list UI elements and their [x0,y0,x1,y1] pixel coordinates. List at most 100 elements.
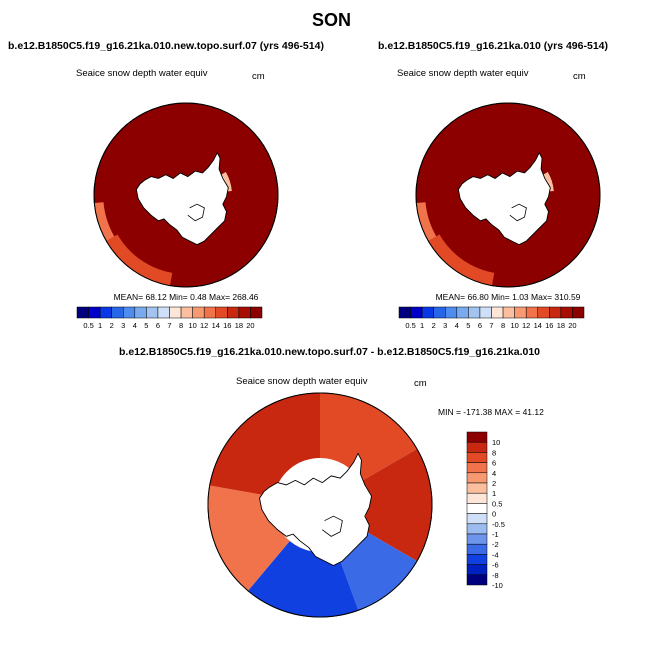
left-colorbar-box-3 [111,306,124,319]
difference-map-sector-2 [336,528,417,611]
right-colorbar-box-8 [491,306,504,319]
difference-colorbar-box-1 [466,441,488,453]
difference-variable-label: Seaice snow depth water equiv [236,376,368,387]
difference-colorbar-box-6 [466,492,488,504]
difference-map-rim [207,392,433,618]
difference-colorbar-box-12 [466,554,488,565]
difference-colorbar-tick-label-11: -4 [492,550,499,559]
right-units-label: cm [573,71,586,82]
left-colorbar-box-0 [76,306,89,319]
difference-colorbar-box-11 [466,543,488,555]
right-colorbar-box-12 [537,306,550,319]
right-colorbar-box-6 [468,306,481,319]
right-colorbar-box-9 [502,306,515,319]
right-colorbar-box-7 [479,306,492,319]
left-colorbar-box-5 [134,306,147,319]
difference-colorbar-tick-label-4: 2 [492,479,496,488]
left-colorbar-tick-label-12: 16 [223,321,231,330]
right-colorbar-tick-label-3: 3 [443,321,447,330]
right-colorbar-tick-label-7: 7 [489,321,493,330]
left-colorbar-tick-label-10: 12 [200,321,208,330]
difference-colorbar-tick-label-13: -8 [492,571,499,580]
left-variable-label: Seaice snow depth water equiv [76,68,208,79]
right-colorbar-tick-label-13: 18 [557,321,565,330]
difference-colorbar-box-10 [466,533,488,545]
difference-title: b.e12.B1850C5.f19_g16.21ka.010.new.topo.… [119,346,541,358]
difference-colorbar-tick-label-5: 1 [492,489,496,498]
difference-map [207,392,433,618]
left-colorbar-box-4 [123,306,136,319]
left-stats: MEAN= 68.12 Min= 0.48 Max= 268.46 [114,292,259,302]
difference-map-sector-0 [320,393,417,482]
left-colorbar-box-13 [227,306,240,319]
right-colorbar-box-2 [421,306,434,319]
left-map-ice-shelf [187,203,205,222]
right-colorbar-tick-label-6: 6 [478,321,482,330]
left-colorbar-box-8 [169,306,182,319]
left-map [93,102,279,288]
left-colorbar-tick-label-2: 2 [110,321,114,330]
left-map-sector-0 [106,234,173,286]
left-colorbar-tick-label-5: 5 [144,321,148,330]
left-colorbar-tick-label-14: 20 [246,321,254,330]
left-colorbar-tick-label-9: 10 [188,321,196,330]
left-colorbar-box-15 [250,306,263,319]
left-colorbar: 0.5 1 2 3 4 5 6 7 8 10 12 14 16 18 20 [76,306,263,330]
difference-colorbar-tick-label-12: -6 [492,561,499,570]
difference-stats: MIN = -171.38 MAX = 41.12 [438,407,544,417]
difference-map-sector-5 [209,393,320,497]
left-colorbar-box-12 [215,306,228,319]
right-colorbar-tick-label-9: 10 [510,321,518,330]
left-colorbar-box-10 [192,306,205,319]
right-colorbar-box-0 [398,306,411,319]
difference-colorbar-tick-label-10: -2 [492,540,499,549]
left-colorbar-box-6 [146,306,159,319]
left-colorbar-tick-label-13: 18 [235,321,243,330]
left-colorbar-tick-label-0: 0.5 [83,321,93,330]
right-colorbar-box-11 [525,306,538,319]
right-colorbar-box-4 [445,306,458,319]
difference-colorbar-box-14 [466,574,488,586]
left-units-label: cm [252,71,265,82]
difference-colorbar-box-5 [466,482,488,494]
left-colorbar-tick-label-3: 3 [121,321,125,330]
right-colorbar-tick-label-11: 14 [534,321,542,330]
right-colorbar-box-5 [456,306,469,319]
right-colorbar-box-13 [549,306,562,319]
right-colorbar-tick-label-5: 5 [466,321,470,330]
right-colorbar-tick-label-1: 1 [420,321,424,330]
right-colorbar-tick-label-10: 12 [522,321,530,330]
right-colorbar-tick-label-0: 0.5 [405,321,415,330]
left-colorbar-box-1 [88,306,101,319]
right-variable-label: Seaice snow depth water equiv [397,68,529,79]
difference-colorbar-box-7 [466,503,488,514]
left-colorbar-tick-label-6: 6 [156,321,160,330]
right-colorbar-tick-label-14: 20 [568,321,576,330]
right-colorbar-tick-label-8: 8 [501,321,505,330]
right-colorbar-box-3 [433,306,446,319]
difference-units-label: cm [414,378,427,389]
right-map-rim [415,102,601,288]
difference-colorbar-tick-label-7: 0 [492,510,496,519]
left-colorbar-box-11 [203,306,216,319]
difference-colorbar-tick-label-1: 8 [492,448,496,457]
difference-colorbar-tick-label-2: 6 [492,459,496,468]
difference-colorbar-tick-label-6: 0.5 [492,499,502,508]
difference-colorbar-box-3 [466,462,488,474]
difference-colorbar-box-9 [466,523,488,535]
difference-colorbar-box-2 [466,452,488,463]
right-map-antarctica [457,151,551,246]
difference-map-ice-shelf [321,515,343,537]
left-colorbar-box-14 [238,306,251,319]
difference-colorbar-tick-label-0: 10 [492,438,500,447]
page-title: SON [311,10,351,30]
left-colorbar-tick-label-8: 8 [179,321,183,330]
right-case-title: b.e12.B1850C5.f19_g16.21ka.010 (yrs 496-… [378,40,608,52]
difference-colorbar-box-4 [466,472,488,484]
right-colorbar-tick-label-2: 2 [432,321,436,330]
right-colorbar: 0.5 1 2 3 4 5 6 7 8 10 12 14 16 18 20 [398,306,585,330]
left-map-antarctica [135,151,229,246]
left-case-title: b.e12.B1850C5.f19_g16.21ka.010.new.topo.… [8,40,324,52]
